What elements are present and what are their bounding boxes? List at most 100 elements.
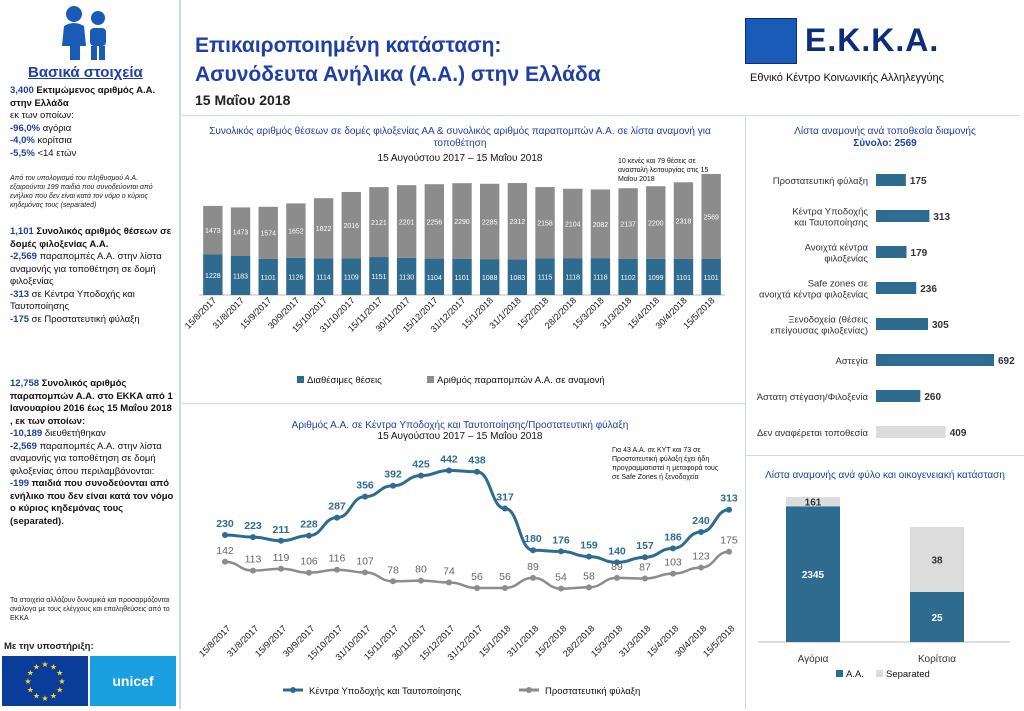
bar-waiting	[424, 184, 445, 259]
bar-waiting-label: 1473	[205, 228, 221, 235]
legend-label: Α.Α.	[846, 669, 864, 680]
line-point	[250, 567, 256, 574]
bar-waiting-label: 2104	[565, 221, 581, 228]
bar-available	[535, 258, 555, 295]
hbar-value: 305	[932, 320, 949, 331]
data-label: 119	[273, 552, 290, 564]
bar-waiting-label: 2200	[648, 220, 664, 227]
bar-available-label: 1228	[205, 273, 221, 280]
data-label: 58	[583, 570, 595, 582]
data-label: 87	[639, 562, 651, 574]
bar-waiting	[507, 183, 528, 260]
bar-waiting-label: 1652	[288, 229, 304, 236]
hbar-value: 175	[910, 176, 927, 187]
line-point	[334, 514, 340, 521]
hbar	[876, 318, 929, 330]
hbar-value: 236	[920, 284, 937, 295]
hbar-category-label: Άστατη στέγαση/Φιλοξενία	[757, 392, 869, 403]
bar-available-label: 1109	[344, 275, 359, 282]
divider	[745, 115, 746, 709]
bar-available-label: 1151	[371, 274, 386, 281]
data-label: 186	[664, 531, 682, 543]
data-label: 103	[664, 557, 682, 569]
legend-label: Αριθμός παραπομπών Α.Α. σε αναμονή	[437, 375, 605, 386]
data-label: 54	[555, 572, 567, 584]
data-label: 240	[692, 515, 710, 527]
hbar-value: 179	[911, 248, 928, 259]
bar-waiting	[452, 183, 472, 259]
eu-star: ★	[41, 660, 48, 669]
line-point	[558, 585, 564, 592]
bar-waiting-label: 2285	[482, 219, 498, 226]
bar-available-label: 1104	[427, 275, 442, 282]
bar-waiting	[258, 206, 278, 259]
bar-separated-label: 161	[805, 498, 822, 509]
data-label: 223	[244, 520, 262, 532]
children-icon	[62, 6, 106, 60]
bar-waiting-label: 2158	[537, 221, 553, 228]
sidebar: Βασικά στοιχεία 3,400 Εκτιμώμενος αριθμό…	[0, 0, 181, 709]
data-label: 425	[412, 459, 430, 471]
bar-available-label: 1099	[648, 275, 664, 282]
hbar-value: 260	[924, 392, 941, 403]
bar-waiting	[535, 187, 555, 259]
bar-waiting-label: 1473	[233, 230, 249, 237]
bar-available	[369, 257, 389, 295]
hbar-category-label: Safe zones σε	[808, 279, 869, 290]
bar-waiting-label: 2137	[620, 221, 636, 228]
line-point	[362, 569, 368, 576]
sidebar-title: Βασικά στοιχεία	[28, 64, 143, 81]
line-point	[502, 505, 508, 512]
data-label: 140	[608, 545, 626, 557]
line-point	[530, 574, 536, 581]
bar-waiting-label: 2318	[676, 218, 692, 225]
data-label: 230	[216, 518, 234, 530]
divider	[745, 455, 1024, 456]
data-label: 287	[328, 501, 346, 513]
line-point	[642, 554, 648, 561]
bar-available-label: 1101	[676, 275, 691, 282]
line-point	[390, 482, 396, 489]
bar-aa-label: 2345	[802, 570, 825, 581]
bar-available	[701, 258, 721, 295]
bar-available	[203, 254, 223, 295]
line-point	[726, 506, 732, 513]
line-point	[586, 553, 592, 560]
line-point	[222, 558, 228, 565]
bar-waiting-label: 2312	[510, 219, 526, 226]
line-point	[558, 548, 564, 555]
data-label: 317	[496, 492, 514, 504]
line-point	[418, 472, 424, 479]
key-fact-referrals: 12,758 Συνολικός αριθμός παραπομπών Α.Α.…	[10, 378, 174, 527]
data-label: 89	[527, 561, 539, 573]
line-point	[726, 548, 732, 555]
bar-available	[286, 257, 306, 295]
logo-text: Ε.Κ.Κ.Α.	[805, 22, 940, 58]
bar-waiting	[341, 191, 361, 259]
eu-star: ★	[24, 677, 31, 686]
bar-available-label: 1183	[233, 273, 248, 280]
chart2-title: Αριθμός Α.Α. σε Κέντρα Υποδοχής και Ταυτ…	[291, 420, 629, 431]
bar-waiting	[313, 198, 334, 259]
bar-waiting	[369, 187, 389, 258]
line-point	[278, 537, 284, 544]
line-point	[362, 493, 368, 500]
bar-waiting	[230, 207, 251, 256]
bar-waiting-label: 2201	[399, 219, 415, 226]
hbar	[876, 246, 907, 258]
bar-available	[258, 258, 278, 295]
hbar-category-label: Ξενοδοχεία (θέσεις	[788, 315, 868, 326]
hbar	[876, 426, 946, 438]
bar-waiting	[618, 188, 638, 259]
legend-label: Διαθέσιμες θέσεις	[307, 375, 382, 386]
chart2-line: 230 223 211 228 287 356 392 425 442 438 317 180 176 1…	[197, 453, 738, 697]
hbar-category-label: Δεν αναφέρεται τοποθεσία	[757, 428, 869, 439]
hbar-category-label: φιλοξενίας	[824, 254, 868, 265]
bar-available-label: 1101	[261, 275, 276, 282]
line-point	[418, 577, 424, 584]
hbar	[876, 282, 917, 294]
bar-separated-label: 38	[931, 556, 943, 567]
bar-separated	[786, 497, 840, 507]
bar-available	[673, 258, 694, 295]
eu-star: ★	[58, 677, 65, 686]
